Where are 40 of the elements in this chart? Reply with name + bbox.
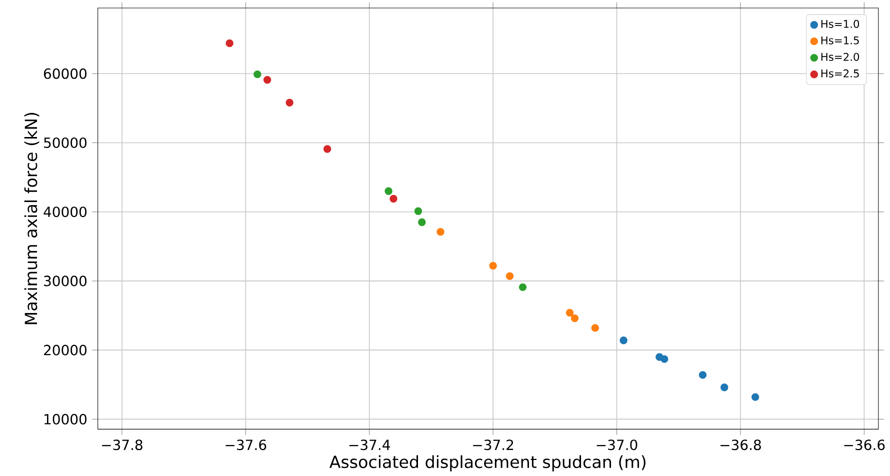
x-tick-label: −37.6 xyxy=(226,440,266,450)
legend-label: Hs=2.5 xyxy=(821,69,859,78)
point xyxy=(698,371,707,379)
point xyxy=(660,355,668,363)
y-tick-label: 50000 xyxy=(44,138,86,148)
point xyxy=(506,272,514,280)
point xyxy=(390,194,398,203)
legend-label: Hs=1.0 xyxy=(821,20,860,28)
y-tick-label: 10000 xyxy=(44,414,86,425)
point xyxy=(286,98,294,107)
x-tick-label: −36.8 xyxy=(720,440,761,450)
point xyxy=(489,262,497,270)
x-tick-label: −37.4 xyxy=(349,440,390,450)
legend-label: Hs=2.0 xyxy=(821,52,860,61)
point xyxy=(226,39,234,48)
point xyxy=(751,393,760,401)
x-tick-label: −37.8 xyxy=(102,440,142,450)
y-tick-label: 40000 xyxy=(44,206,86,218)
point xyxy=(436,228,444,236)
point xyxy=(384,187,392,196)
y-tick-label: 20000 xyxy=(44,344,86,356)
y-tick-label: 60000 xyxy=(44,68,86,79)
x-axis-title: Associated displacement spudcan (m) xyxy=(329,455,646,472)
y-tick-label: 30000 xyxy=(44,276,86,286)
point xyxy=(323,145,332,153)
point xyxy=(518,283,527,292)
point xyxy=(570,314,579,322)
point xyxy=(620,336,628,344)
point xyxy=(414,207,422,216)
x-tick-label: −37.2 xyxy=(473,440,514,450)
point xyxy=(263,76,272,84)
y-axis-title: Maximum axial force (kN) xyxy=(24,112,40,324)
point xyxy=(591,324,599,332)
point xyxy=(720,384,728,392)
x-tick-label: −36.6 xyxy=(844,440,885,450)
x-tick-label: −37.0 xyxy=(596,440,638,450)
point xyxy=(254,70,262,78)
legend-label: Hs=1.5 xyxy=(821,36,859,44)
point xyxy=(566,308,574,317)
point xyxy=(418,218,426,226)
